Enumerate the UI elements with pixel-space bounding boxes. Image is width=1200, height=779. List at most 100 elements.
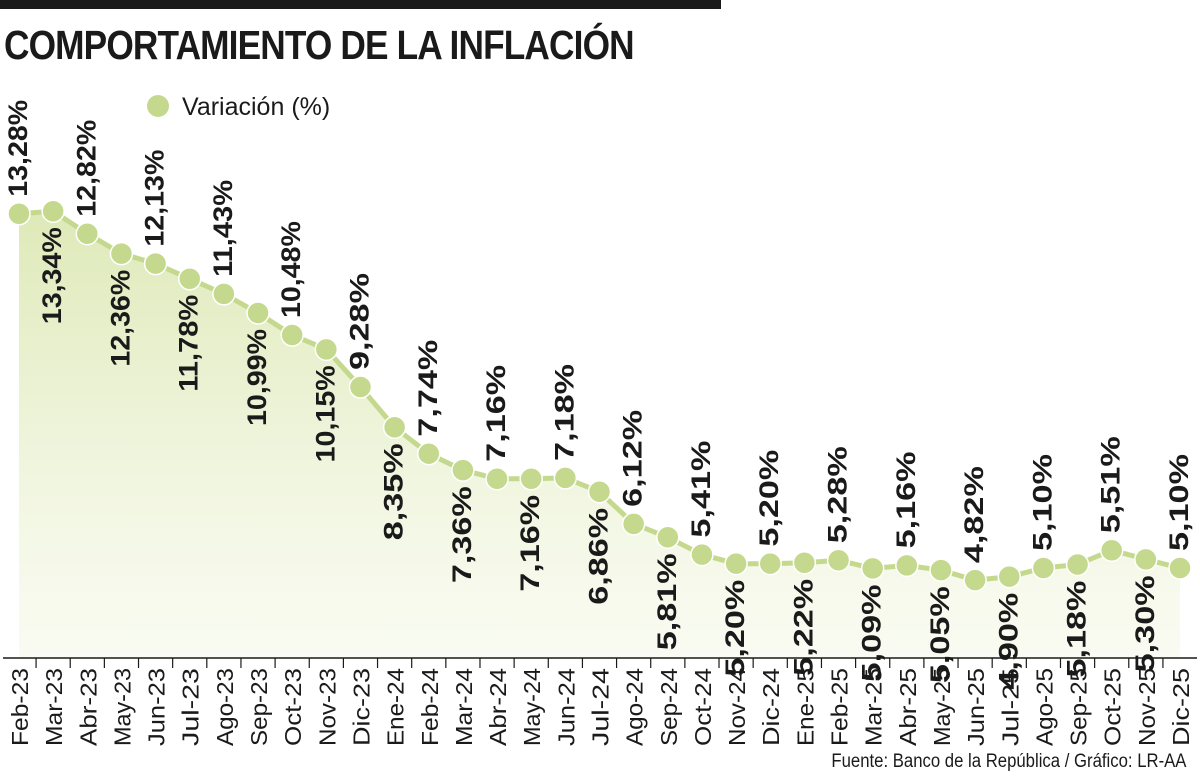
x-tick-label: Nov-23 <box>314 668 340 746</box>
data-label: 5,22% <box>788 579 818 676</box>
data-point <box>929 558 953 582</box>
data-point <box>553 466 578 490</box>
data-label: 5,51% <box>1096 436 1126 533</box>
data-label: 5,28% <box>823 446 853 543</box>
data-label: 5,41% <box>686 441 716 538</box>
x-tick-label: Oct-24 <box>690 668 716 746</box>
data-point <box>1134 547 1158 572</box>
data-label: 12,36% <box>105 270 135 367</box>
data-point <box>75 221 100 246</box>
data-point <box>587 480 612 504</box>
data-label: 5,16% <box>891 451 921 548</box>
data-label: 7,74% <box>413 340 443 437</box>
area-fill <box>19 211 1180 658</box>
data-label: 6,12% <box>618 410 648 507</box>
data-label: 7,16% <box>515 495 545 592</box>
x-tick-label: Jun-24 <box>553 668 579 746</box>
data-label: 7,18% <box>549 364 579 461</box>
chart-title: COMPORTAMIENTO DE LA INFLACIÓN <box>4 22 635 68</box>
data-point <box>417 441 441 466</box>
x-tick-label: Dic-24 <box>758 668 784 746</box>
data-point <box>724 551 748 576</box>
data-label: 11,78% <box>174 295 204 392</box>
x-tick-label: Mar-23 <box>41 668 67 746</box>
data-label: 10,99% <box>242 329 272 426</box>
data-point <box>895 553 919 578</box>
x-tick-label: Jul-25 <box>997 668 1023 746</box>
data-label: 8,35% <box>379 443 409 540</box>
x-tick-label: Jun-25 <box>963 668 989 746</box>
data-point <box>656 525 680 550</box>
x-tick-label: Dic-23 <box>348 668 374 746</box>
data-point <box>246 301 270 325</box>
data-point <box>963 568 987 592</box>
data-point <box>860 556 885 581</box>
source-note: Fuente: Banco de la República / Gráfico:… <box>830 751 1186 772</box>
data-label: 11,43% <box>208 180 238 277</box>
legend-marker <box>147 95 169 117</box>
data-point <box>1031 556 1056 580</box>
data-label: 12,82% <box>71 120 101 217</box>
data-point <box>826 548 851 572</box>
data-label: 9,28% <box>344 273 374 370</box>
x-tick-label: Ene-24 <box>383 668 409 746</box>
data-label: 5,05% <box>925 586 955 683</box>
data-label: 4,82% <box>959 466 989 563</box>
x-tick-label: May-25 <box>929 668 955 746</box>
x-tick-label: Ene-25 <box>792 668 818 746</box>
data-point <box>7 202 31 226</box>
data-label: 5,30% <box>1130 575 1160 672</box>
data-label: 6,86% <box>584 508 614 605</box>
x-tick-label: Oct-23 <box>280 668 306 746</box>
x-tick-label: Abr-23 <box>75 668 101 746</box>
legend-label: Variación (%) <box>182 93 330 121</box>
data-label: 5,20% <box>754 450 784 547</box>
x-tick-label: Jul-24 <box>588 668 614 746</box>
x-tick-label: May-23 <box>109 668 135 746</box>
data-point <box>348 375 373 399</box>
data-label: 5,81% <box>652 553 682 650</box>
x-tick-label: Feb-25 <box>827 668 853 746</box>
data-label: 13,34% <box>37 227 67 324</box>
data-label: 10,48% <box>276 221 306 318</box>
x-tick-label: Sep-24 <box>656 668 682 746</box>
x-tick-label: Jul-23 <box>178 668 204 746</box>
x-tick-label: Nov-24 <box>724 668 750 746</box>
x-tick-label: Jun-23 <box>144 668 170 746</box>
data-label: 5,20% <box>720 580 750 677</box>
data-point <box>41 199 65 223</box>
x-tick-label: May-24 <box>519 668 545 746</box>
data-label: 12,13% <box>140 150 170 247</box>
legend: Variación (%) <box>147 93 330 121</box>
data-label: 5,10% <box>1027 454 1057 551</box>
data-label: 5,10% <box>1164 454 1194 551</box>
data-point <box>690 542 714 567</box>
data-point <box>758 551 782 576</box>
x-tick-label: Abr-24 <box>485 668 511 746</box>
data-point <box>997 564 1022 589</box>
data-point <box>212 282 236 306</box>
data-point <box>143 251 168 276</box>
x-tick-label: Dic-25 <box>1168 668 1194 746</box>
data-point <box>792 551 817 575</box>
data-point <box>1065 552 1090 577</box>
data-point <box>314 337 339 362</box>
x-tick-label: Sep-23 <box>246 668 272 746</box>
data-label: 7,36% <box>447 486 477 583</box>
x-tick-label: Nov-25 <box>1134 668 1160 746</box>
data-point <box>1099 538 1124 562</box>
data-point <box>382 415 407 440</box>
data-label: 13,28% <box>3 100 33 197</box>
data-label: 10,15% <box>310 365 340 462</box>
data-point <box>109 241 134 266</box>
data-label: 7,16% <box>481 365 511 462</box>
x-tick-label: Sep-25 <box>1066 668 1092 746</box>
x-tick-label: Oct-25 <box>1100 668 1126 746</box>
data-point <box>177 267 202 291</box>
title-bar-decoration <box>0 0 721 9</box>
data-label: 5,18% <box>1062 581 1092 678</box>
data-point <box>621 512 646 536</box>
data-label: 5,09% <box>857 584 887 681</box>
data-point <box>519 467 543 491</box>
